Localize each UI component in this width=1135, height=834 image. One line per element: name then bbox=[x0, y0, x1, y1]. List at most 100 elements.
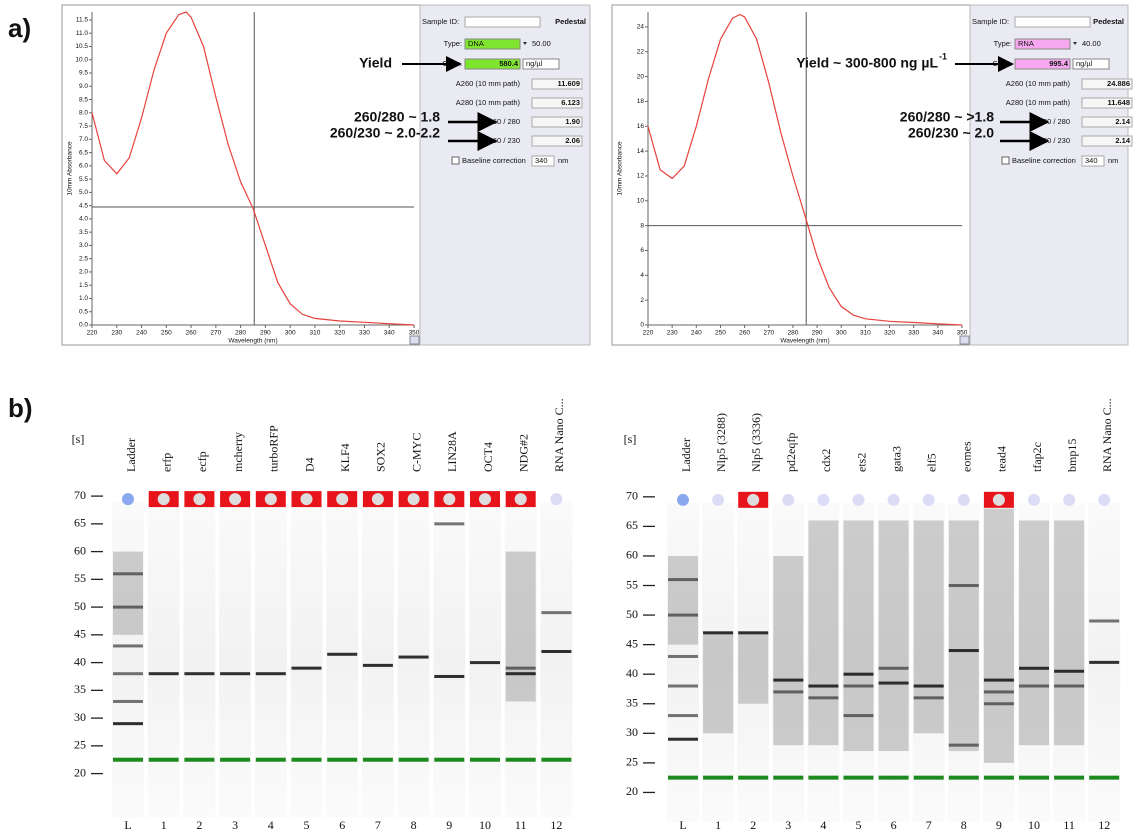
y-tick-label: 14 bbox=[637, 148, 645, 155]
unit: nm bbox=[558, 156, 568, 165]
unit: nm bbox=[1108, 156, 1118, 165]
band bbox=[292, 667, 322, 670]
band bbox=[914, 696, 944, 699]
y-tick-label: 30 bbox=[626, 725, 638, 739]
marker-band bbox=[184, 758, 214, 762]
y-tick-label: 40 bbox=[626, 666, 638, 680]
y-tick-label: 8.5 bbox=[79, 96, 88, 103]
marker-band bbox=[470, 758, 500, 762]
x-tick-label: 230 bbox=[111, 330, 122, 337]
lane-name: cdx2 bbox=[819, 449, 833, 472]
annotation: 260/280 ~ >1.8 bbox=[900, 109, 994, 125]
y-tick-label: 22 bbox=[637, 48, 645, 55]
lane-label: L bbox=[679, 818, 686, 832]
y-tick-label: 11.0 bbox=[76, 30, 89, 37]
y-tick-label: 55 bbox=[626, 577, 638, 591]
band bbox=[668, 714, 698, 717]
y-tick-label: 6 bbox=[640, 247, 644, 254]
well-dot bbox=[550, 493, 562, 505]
lane-name: RNA Nano C... bbox=[1100, 398, 1114, 472]
lane-name: tead4 bbox=[995, 446, 1009, 472]
band bbox=[668, 578, 698, 581]
lane-name: LIN28A bbox=[445, 431, 459, 472]
band bbox=[949, 584, 979, 587]
annotation: Yield ~ 300-800 ng µL bbox=[796, 55, 938, 71]
x-tick-label: 330 bbox=[359, 330, 370, 337]
smear bbox=[808, 520, 838, 745]
row-value: 2.14 bbox=[1115, 136, 1130, 145]
band bbox=[984, 679, 1014, 682]
lane-name: SOX2 bbox=[374, 442, 388, 472]
marker-band bbox=[149, 758, 179, 762]
x-tick-label: 320 bbox=[884, 330, 895, 337]
y-tick-label: 1.5 bbox=[79, 282, 88, 289]
x-tick-label: 220 bbox=[87, 330, 98, 337]
smear bbox=[879, 520, 909, 751]
marker-band bbox=[914, 776, 944, 780]
band bbox=[220, 672, 250, 675]
marker-band bbox=[399, 758, 429, 762]
y-tick-label: 0.0 bbox=[79, 322, 88, 329]
y-tick-label: 18 bbox=[637, 98, 645, 105]
lane-label: 11 bbox=[515, 818, 527, 832]
unit: ng/µl bbox=[526, 59, 543, 68]
band bbox=[668, 614, 698, 617]
row-value: 11.609 bbox=[557, 79, 580, 88]
lane-label: 7 bbox=[926, 818, 932, 832]
factor: 50.00 bbox=[532, 39, 551, 48]
well-dot bbox=[336, 493, 348, 505]
marker-band bbox=[113, 758, 143, 762]
y-tick-label: 70 bbox=[626, 489, 638, 503]
x-tick-label: 240 bbox=[136, 330, 147, 337]
well-dot bbox=[782, 494, 794, 506]
y-tick-label: 5.5 bbox=[79, 176, 88, 183]
smear bbox=[949, 520, 979, 751]
marker-band bbox=[256, 758, 286, 762]
marker-band bbox=[327, 758, 357, 762]
marker-band bbox=[1019, 776, 1049, 780]
band bbox=[256, 672, 286, 675]
y-axis-label: 10mm Absorbance bbox=[617, 141, 624, 196]
band bbox=[1054, 670, 1084, 673]
y-tick-label: 6.5 bbox=[79, 149, 88, 156]
y-tick-label: 12 bbox=[637, 173, 645, 180]
lane-label: 4 bbox=[268, 818, 274, 832]
y-tick-label: 35 bbox=[626, 696, 638, 710]
band bbox=[1089, 619, 1119, 622]
y-tick-label: 8 bbox=[640, 222, 644, 229]
band bbox=[506, 672, 536, 675]
lane-label: 8 bbox=[411, 818, 417, 832]
y-tick-label: 30 bbox=[74, 710, 86, 724]
y-tick-label: 11.5 bbox=[76, 17, 89, 24]
lane-label: 2 bbox=[196, 818, 202, 832]
input-box bbox=[1015, 17, 1090, 27]
lane-name: mcherry bbox=[231, 432, 245, 472]
x-tick-label: 250 bbox=[161, 330, 172, 337]
y-tick-label: 2.5 bbox=[79, 255, 88, 262]
lane bbox=[362, 502, 394, 818]
smear bbox=[668, 556, 698, 645]
y-tick-label: 25 bbox=[74, 738, 86, 752]
y-axis-label: 10mm Absorbance bbox=[67, 141, 74, 196]
marker-band bbox=[808, 776, 838, 780]
lane-label: 10 bbox=[1028, 818, 1040, 832]
band bbox=[773, 690, 803, 693]
band bbox=[844, 685, 874, 688]
well-dot bbox=[515, 493, 527, 505]
lane-name: ets2 bbox=[854, 453, 868, 472]
lane-name: NDG#2 bbox=[516, 434, 530, 472]
y-tick-label: 10.0 bbox=[75, 56, 88, 63]
lane-name: bmp15 bbox=[1065, 439, 1079, 472]
well-dot bbox=[958, 494, 970, 506]
well-dot bbox=[443, 493, 455, 505]
y-tick-label: 9.5 bbox=[79, 70, 88, 77]
y-tick-label: 60 bbox=[626, 548, 638, 562]
lane bbox=[326, 502, 358, 818]
annotation-sup: -1 bbox=[939, 51, 947, 61]
checkbox bbox=[452, 157, 459, 164]
lane bbox=[219, 502, 251, 818]
band bbox=[113, 572, 143, 575]
x-tick-label: 290 bbox=[260, 330, 271, 337]
lane bbox=[255, 502, 287, 818]
well-dot bbox=[993, 494, 1005, 506]
